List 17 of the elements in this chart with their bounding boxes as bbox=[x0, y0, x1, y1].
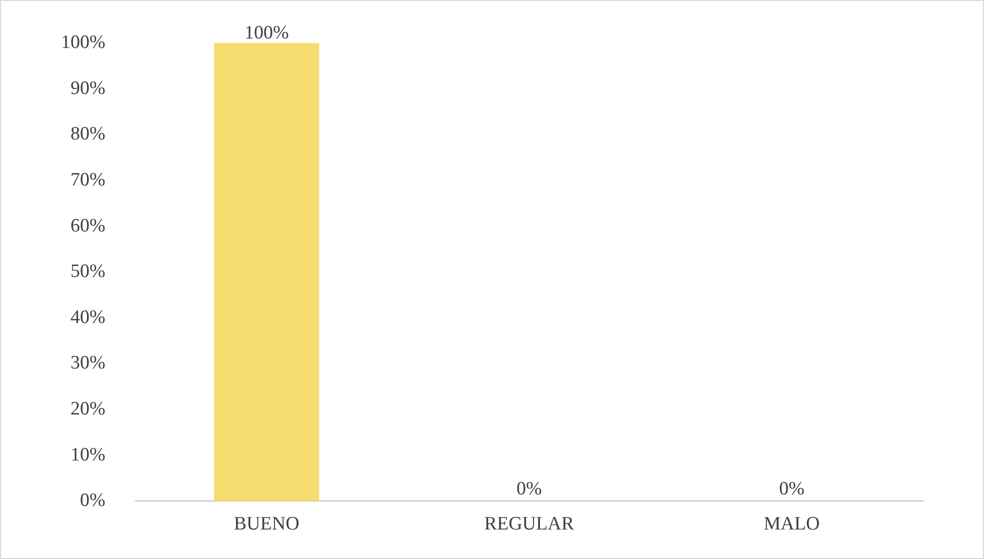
data-label: 0% bbox=[779, 478, 805, 500]
x-tick-label: MALO bbox=[764, 514, 820, 535]
y-tick-label: 60% bbox=[70, 215, 106, 236]
y-tick-label: 80% bbox=[70, 124, 106, 145]
y-tick-label: 0% bbox=[80, 490, 106, 512]
y-tick-label: 70% bbox=[70, 169, 106, 190]
y-tick-label: 50% bbox=[70, 261, 106, 282]
y-tick-label: 90% bbox=[70, 78, 106, 99]
y-tick-label: 100% bbox=[61, 32, 106, 53]
x-tick-label: REGULAR bbox=[484, 514, 574, 535]
data-label: 0% bbox=[516, 478, 542, 500]
data-label: 100% bbox=[244, 22, 289, 44]
y-tick-label: 10% bbox=[70, 444, 106, 466]
y-tick-label: 40% bbox=[70, 306, 106, 328]
x-tick-label: BUENO bbox=[234, 514, 300, 535]
y-tick-label: 20% bbox=[70, 398, 106, 420]
y-tick-label: 30% bbox=[70, 352, 106, 374]
